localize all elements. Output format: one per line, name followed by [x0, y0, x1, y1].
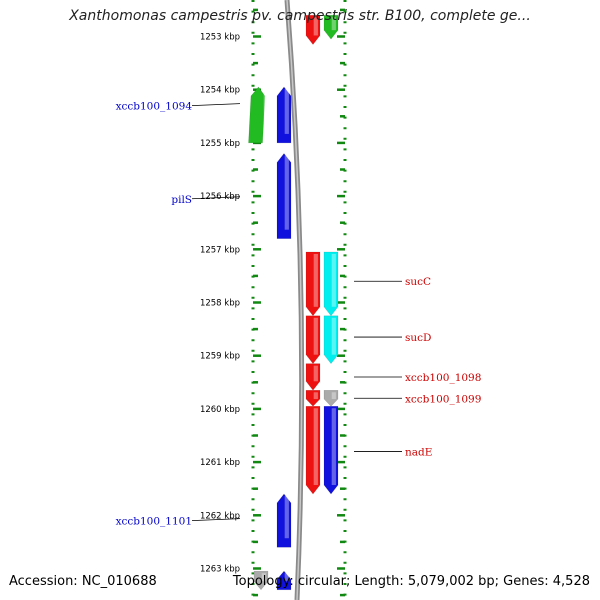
ruler-tick-label: 1257 kbp	[200, 245, 240, 255]
gene-arrow-shine	[313, 365, 318, 382]
ruler-tick-label: 1255 kbp	[200, 139, 240, 149]
map-title: Xanthomonas campestris pv. campestris st…	[69, 8, 531, 24]
gene-arrow-shine	[313, 253, 318, 307]
gene-arrow-shine	[331, 253, 336, 307]
gene-arrow-shine	[331, 17, 336, 31]
gene-label-sucD[interactable]: sucD	[405, 332, 431, 344]
gene-label-sucC[interactable]: sucC	[405, 276, 431, 288]
gene-track	[248, 14, 339, 591]
gene-arrow-sucD	[323, 315, 339, 365]
ruler-tick-label: 1258 kbp	[200, 299, 240, 309]
gene-arrow-shine	[331, 317, 336, 355]
gene-arrow-xccb100_1094	[276, 86, 292, 144]
gene-arrow-shine	[284, 496, 289, 539]
label-leader-line	[191, 518, 241, 522]
ruler-tick-label: 1254 kbp	[200, 86, 240, 96]
ruler-tick-label: 1256 kbp	[200, 192, 240, 202]
gene-label-xccb100_1099[interactable]: xccb100_1099	[405, 393, 481, 405]
genome-summary-text: Topology: circular; Length: 5,079,002 bp…	[232, 574, 590, 589]
ruler-tick-label: 1262 kbp	[200, 511, 240, 521]
gene-arrow-xccb100_1099	[305, 389, 321, 407]
backbone	[284, 0, 305, 600]
gene-arrow-xccb100_1101	[276, 493, 292, 548]
label-leader-line	[191, 196, 241, 200]
gene-labels: xccb100_1094 pilS sucC sucD xccb100_1098xccb…	[116, 101, 482, 528]
ruler-tick-label: 1253 kbp	[200, 33, 240, 43]
gene-arrow-top-green	[323, 14, 339, 40]
gene-label-xccb100_1098[interactable]: xccb100_1098	[405, 372, 481, 384]
label-leader-line	[191, 103, 241, 107]
gene-arrow-shine	[284, 155, 289, 230]
gene-arrow-bottom-grey	[253, 570, 269, 591]
gene-arrow-shine	[313, 392, 318, 400]
gene-arrow-nadE-cds	[305, 405, 321, 495]
gene-label-nadE[interactable]: nadE	[405, 446, 432, 458]
gene-arrow-xccb100_1098	[305, 363, 321, 391]
ruler-tick-label: 1259 kbp	[200, 352, 240, 362]
gene-label-xccb100_1094[interactable]: xccb100_1094	[116, 101, 193, 113]
gene-arrow-shine	[261, 573, 266, 582]
gene-arrow-sucD-cds	[305, 315, 321, 365]
gene-arrow-shine	[313, 17, 318, 36]
gene-arrow-shine	[313, 408, 318, 486]
gene-arrow-top-red	[305, 14, 321, 45]
ruler-tick-label: 1261 kbp	[200, 458, 240, 468]
gene-arrow-shine	[284, 573, 289, 582]
gene-arrow-shine	[284, 89, 289, 134]
ruler-tick-label: 1260 kbp	[200, 405, 240, 415]
gene-arrow-shine	[313, 317, 318, 355]
accession-text: Accession: NC_010688	[9, 574, 157, 589]
gene-arrow-sucC-cds	[305, 251, 321, 317]
gene-label-pilS[interactable]: pilS	[171, 194, 192, 206]
ruler-tick-label: 1263 kbp	[200, 565, 240, 575]
gene-arrow-shine	[263, 89, 268, 134]
gene-arrow-shine	[331, 408, 336, 486]
ruler: 1253 kbp 1254 kbp 1255 kbp 1256 kbp 1257 kbp…	[200, 0, 347, 600]
genome-backbone-highlight	[286, 0, 303, 600]
gene-arrow-shine	[331, 392, 336, 400]
gene-arrow-xccb100_1094-cds	[248, 86, 266, 144]
gene-arrow-pilS	[276, 153, 292, 239]
gene-arrow-bottom-blue	[276, 570, 292, 591]
gene-label-xccb100_1101[interactable]: xccb100_1101	[116, 516, 192, 528]
gene-arrow-sucC	[323, 251, 339, 317]
gene-arrow-xccb100_1099-gap	[323, 389, 339, 407]
gene-arrow-nadE	[323, 405, 339, 495]
